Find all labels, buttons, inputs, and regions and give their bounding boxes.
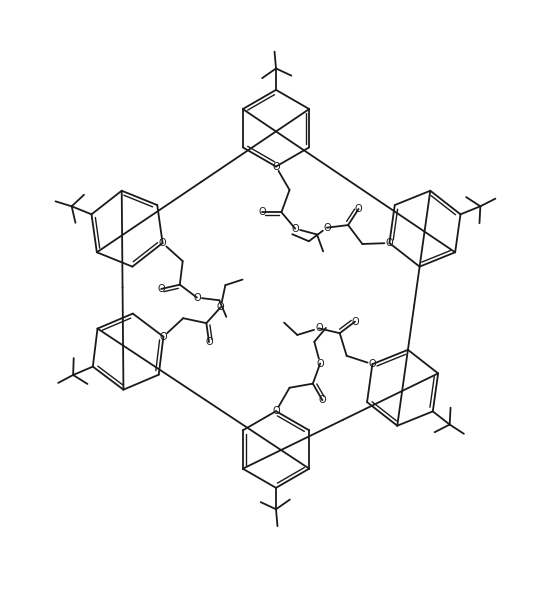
Text: O: O [323, 223, 331, 233]
Text: O: O [160, 332, 167, 342]
Text: O: O [272, 406, 280, 416]
Text: O: O [351, 317, 359, 327]
Text: O: O [205, 337, 213, 347]
Text: O: O [369, 359, 376, 369]
Text: O: O [291, 224, 299, 234]
Text: O: O [316, 359, 324, 369]
Text: O: O [315, 323, 323, 333]
Text: O: O [319, 395, 326, 405]
Text: O: O [217, 302, 225, 312]
Text: O: O [157, 284, 165, 294]
Text: O: O [258, 207, 266, 217]
Text: O: O [272, 161, 280, 171]
Text: O: O [355, 204, 362, 214]
Text: O: O [193, 293, 201, 303]
Text: O: O [386, 238, 393, 248]
Text: O: O [159, 238, 166, 248]
